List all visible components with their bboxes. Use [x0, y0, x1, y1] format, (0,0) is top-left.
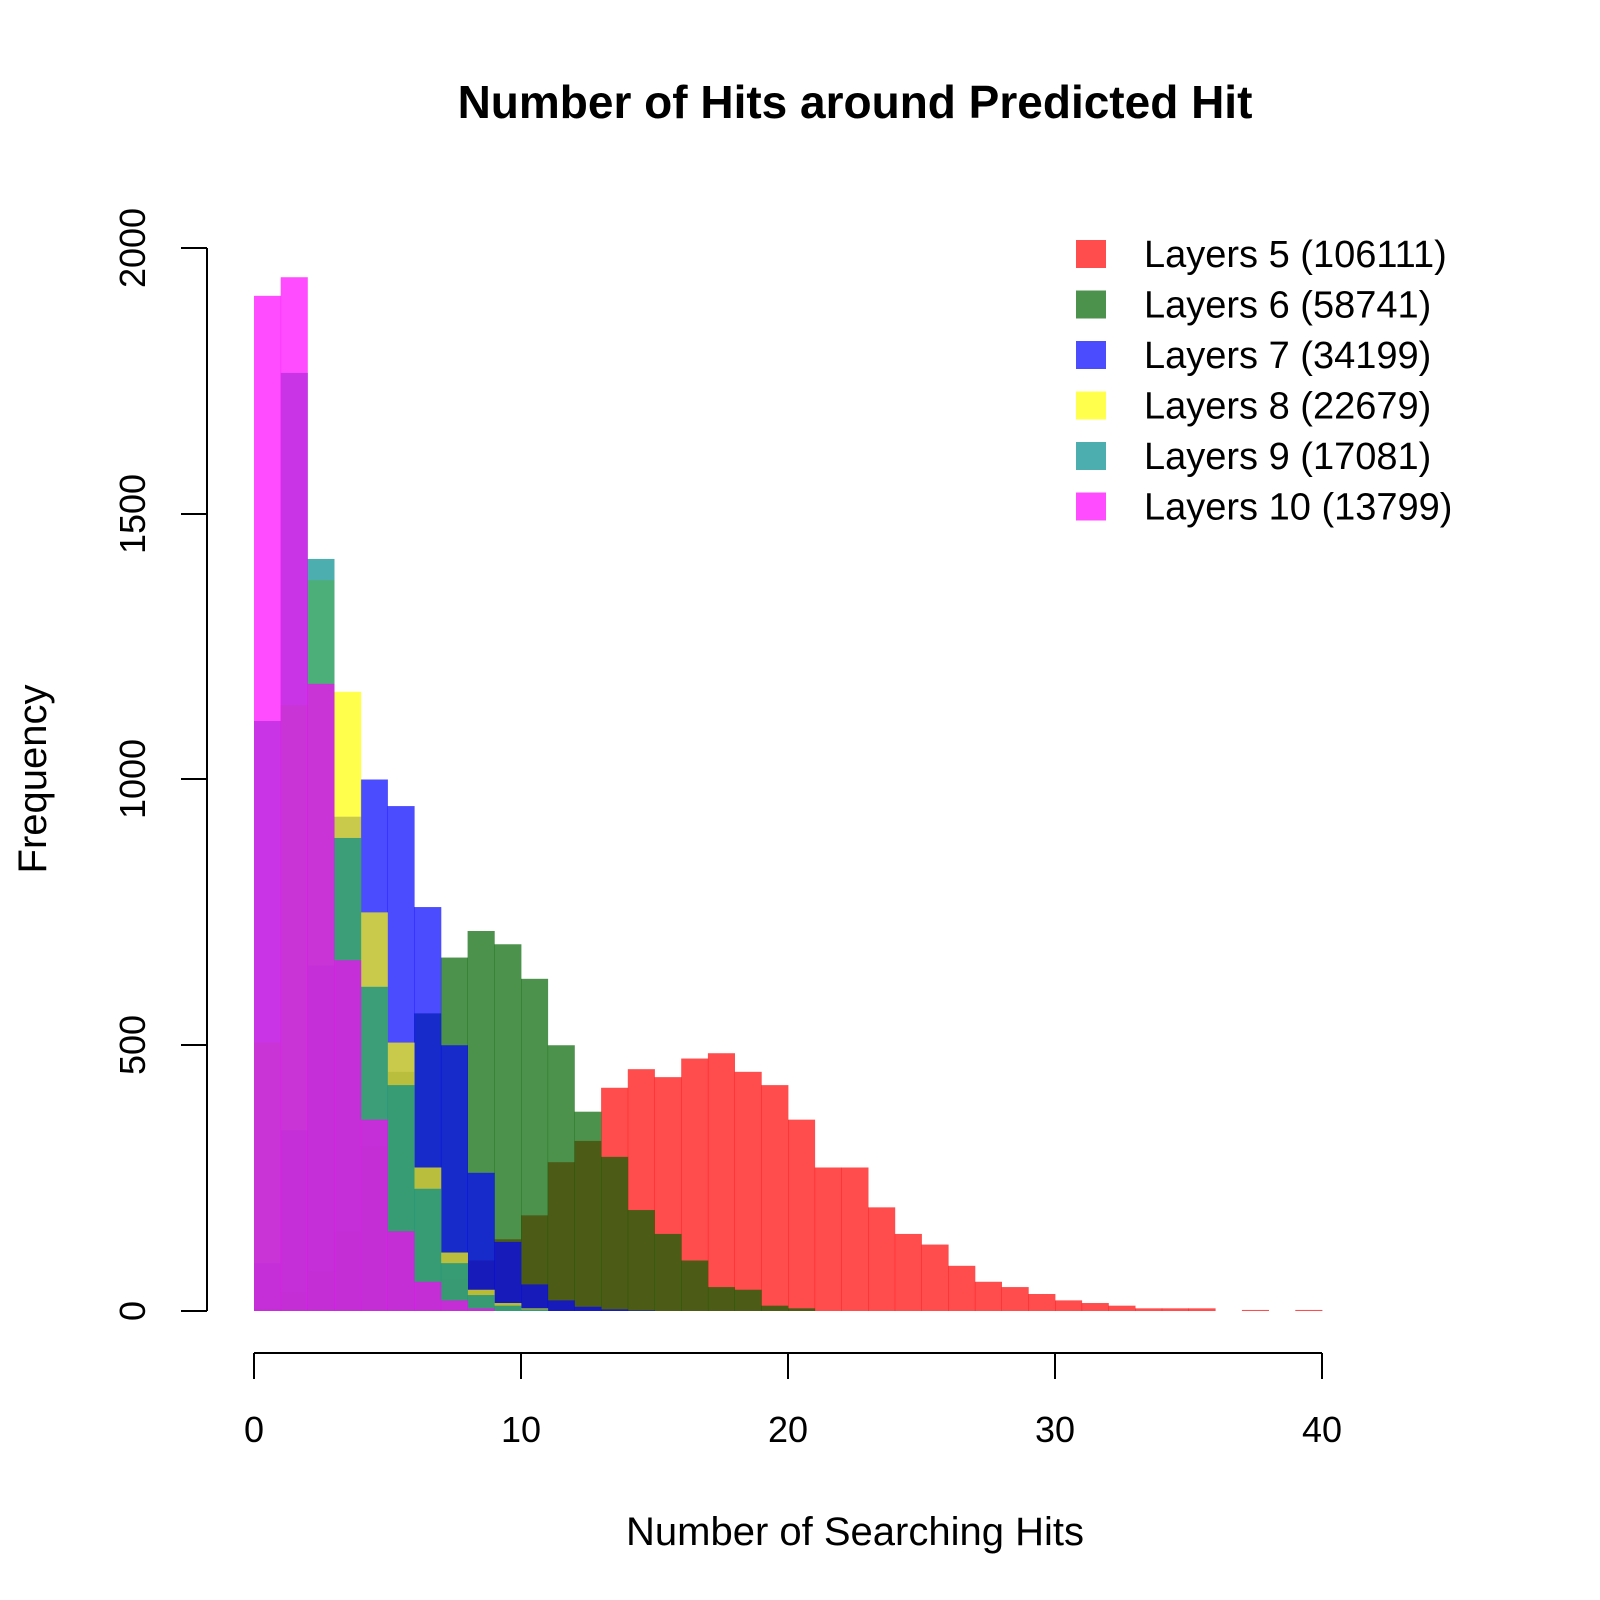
histogram-bar — [1081, 1303, 1109, 1311]
y-axis: 0 500 1000 1500 2000 — [112, 208, 208, 1321]
histogram-bar — [521, 978, 549, 1311]
histogram-bar — [547, 1045, 575, 1311]
x-tick-label: 10 — [501, 1409, 541, 1450]
histogram-bar — [654, 1233, 682, 1311]
histogram-bar — [574, 1111, 602, 1311]
chart-title: Number of Hits around Predicted Hit — [458, 76, 1253, 128]
histogram-bar — [681, 1260, 709, 1311]
legend-label: Layers 7 (34199) — [1144, 335, 1431, 377]
x-axis-label: Number of Searching Hits — [626, 1510, 1084, 1554]
y-tick-label: 1500 — [112, 474, 153, 554]
histogram-bar — [1241, 1309, 1269, 1311]
histogram-bar — [761, 1085, 789, 1311]
series-10 — [254, 277, 495, 1312]
legend: Layers 5 (106111) Layers 6 (58741) Layers … — [1076, 234, 1452, 529]
histogram-bar — [254, 295, 282, 1312]
histogram-bar — [521, 1309, 549, 1311]
histogram-bar — [707, 1287, 735, 1311]
histogram-bar — [521, 1284, 549, 1311]
histogram-bar — [1028, 1293, 1056, 1311]
y-tick-label: 2000 — [112, 208, 153, 288]
histogram-bars — [254, 277, 1323, 1312]
histogram-bar — [1295, 1309, 1323, 1311]
histogram-bar — [761, 1305, 789, 1311]
x-tick-label: 20 — [768, 1409, 808, 1450]
histogram-bar — [1055, 1300, 1083, 1311]
x-tick-label: 30 — [1035, 1409, 1075, 1450]
histogram-bar — [788, 1119, 816, 1311]
histogram-bar — [894, 1233, 922, 1311]
legend-label: Layers 8 (22679) — [1144, 386, 1431, 428]
histogram-bar — [467, 1172, 495, 1311]
legend-label: Layers 9 (17081) — [1144, 436, 1431, 478]
x-axis: 0 10 20 30 40 — [244, 1352, 1342, 1450]
histogram-bar — [788, 1308, 816, 1311]
y-axis-label: Frequency — [11, 685, 55, 874]
histogram-bar — [1188, 1308, 1216, 1311]
histogram-bar — [601, 1309, 629, 1311]
legend-label: Layers 5 (106111) — [1144, 234, 1447, 276]
histogram-bar — [814, 1167, 842, 1311]
histogram-bar — [707, 1053, 735, 1311]
histogram-bar — [1161, 1308, 1189, 1311]
legend-label: Layers 6 (58741) — [1144, 285, 1431, 327]
histogram-bar — [948, 1265, 976, 1311]
histogram-bar — [414, 1281, 442, 1311]
legend-swatch — [1076, 290, 1106, 319]
histogram-bar — [1135, 1308, 1163, 1311]
legend-swatch — [1076, 341, 1106, 369]
y-tick-label: 1000 — [112, 739, 153, 819]
histogram-bar — [547, 1300, 575, 1311]
legend-swatch — [1076, 442, 1106, 470]
histogram-bar — [494, 1241, 522, 1311]
histogram-bar — [601, 1156, 629, 1311]
histogram-bar — [734, 1071, 762, 1311]
y-tick-label: 500 — [112, 1015, 153, 1075]
histogram-bar — [467, 1308, 495, 1311]
legend-swatch — [1076, 391, 1106, 420]
legend-swatch — [1076, 240, 1106, 268]
legend-swatch — [1076, 492, 1106, 521]
histogram-bar — [841, 1167, 869, 1311]
histogram-bar — [1001, 1287, 1029, 1311]
histogram-bar — [868, 1207, 896, 1311]
y-tick-label: 0 — [112, 1301, 153, 1321]
histogram-bar — [921, 1244, 949, 1311]
x-tick-label: 0 — [244, 1409, 264, 1450]
histogram-bar — [627, 1210, 655, 1311]
histogram-bar — [467, 1295, 495, 1311]
histogram-bar — [974, 1281, 1002, 1311]
histogram-bar — [280, 277, 308, 1312]
histogram-bar — [440, 1300, 468, 1311]
legend-label: Layers 10 (13799) — [1144, 487, 1452, 529]
histogram-bar — [334, 960, 362, 1311]
histogram-bar — [360, 1119, 388, 1311]
histogram-bar — [494, 1305, 522, 1311]
histogram-bar — [1108, 1305, 1136, 1311]
histogram-bar — [734, 1289, 762, 1311]
histogram-bar — [307, 683, 335, 1311]
histogram-bar — [627, 1310, 655, 1311]
histogram-bar — [387, 1231, 415, 1311]
histogram-bar — [574, 1306, 602, 1311]
x-tick-label: 40 — [1302, 1409, 1342, 1450]
